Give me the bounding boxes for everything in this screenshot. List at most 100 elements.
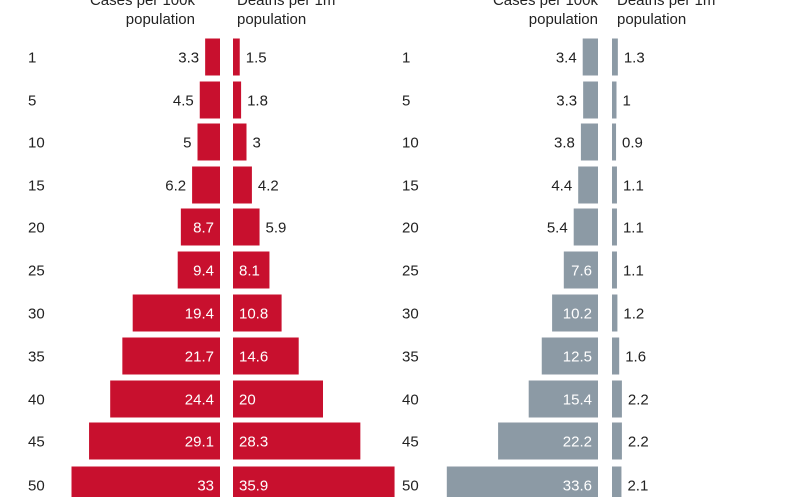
deaths-value-label: 8.1 — [239, 262, 260, 279]
cases-value-label: 3.4 — [556, 49, 577, 66]
cases-bar — [122, 337, 220, 375]
category-label: 40 — [402, 391, 419, 408]
deaths-header-line: Deaths per 1m — [237, 0, 335, 9]
deaths-bar — [233, 380, 323, 418]
deaths-value-label: 5.9 — [266, 219, 287, 236]
deaths-bar — [612, 123, 617, 161]
category-label: 45 — [402, 433, 419, 450]
cases-value-label: 19.4 — [185, 305, 214, 322]
deaths-bar — [233, 294, 282, 332]
cases-value-label: 21.7 — [185, 348, 214, 365]
deaths-bar — [233, 81, 242, 119]
cases-value-label: 33 — [197, 477, 214, 494]
category-label: 30 — [402, 305, 419, 322]
cases-value-label: 6.2 — [165, 177, 186, 194]
category-label: 1 — [402, 49, 410, 66]
category-label: 15 — [402, 177, 419, 194]
deaths-header-line: population — [237, 11, 306, 28]
cases-value-label: 33.6 — [563, 477, 592, 494]
deaths-bar — [612, 466, 622, 502]
cases-value-label: 3.3 — [178, 49, 199, 66]
cases-bar — [205, 38, 220, 76]
deaths-bar — [612, 38, 618, 76]
category-label: 15 — [28, 177, 45, 194]
deaths-value-label: 10.8 — [239, 305, 268, 322]
deaths-value-label: 4.2 — [258, 177, 279, 194]
category-label: 30 — [28, 305, 45, 322]
category-label: 10 — [28, 134, 45, 151]
deaths-bar — [612, 294, 618, 332]
category-label: 5 — [28, 92, 36, 109]
cases-bar — [446, 466, 598, 502]
deaths-bar — [612, 166, 617, 204]
deaths-value-label: 2.2 — [628, 433, 649, 450]
cases-bar — [192, 166, 220, 204]
deaths-value-label: 28.3 — [239, 433, 268, 450]
deaths-value-label: 1.1 — [623, 219, 644, 236]
cases-bar — [180, 208, 220, 246]
deaths-value-label: 3 — [253, 134, 261, 151]
cases-bar — [582, 38, 598, 76]
deaths-header-line: population — [617, 11, 686, 28]
deaths-header-line: Deaths per 1m — [617, 0, 715, 9]
category-label: 25 — [402, 262, 419, 279]
cases-bar — [199, 81, 220, 119]
cases-value-label: 5 — [183, 134, 191, 151]
cases-header-line: Cases per 100k — [90, 0, 196, 9]
cases-bar — [552, 294, 598, 332]
cases-bar — [578, 166, 598, 204]
cases-bar — [528, 380, 598, 418]
cases-bar — [197, 123, 220, 161]
deaths-value-label: 1.6 — [625, 348, 646, 365]
cases-bar — [177, 251, 220, 289]
cases-value-label: 9.4 — [193, 262, 214, 279]
cases-bar — [89, 422, 220, 460]
cases-bar — [71, 466, 220, 502]
category-label: 50 — [28, 477, 45, 494]
deaths-value-label: 1.1 — [623, 262, 644, 279]
cases-bar — [563, 251, 598, 289]
deaths-bar — [233, 251, 270, 289]
deaths-value-label: 2.2 — [628, 391, 649, 408]
deaths-value-label: 14.6 — [239, 348, 268, 365]
cases-header-line: population — [529, 11, 598, 28]
cases-bar — [573, 208, 598, 246]
cases-bar — [583, 81, 598, 119]
deaths-bar — [612, 380, 622, 418]
deaths-value-label: 1 — [623, 92, 631, 109]
deaths-value-label: 20 — [239, 391, 256, 408]
cases-value-label: 5.4 — [547, 219, 568, 236]
cases-value-label: 3.3 — [556, 92, 577, 109]
cases-value-label: 4.5 — [173, 92, 194, 109]
category-label: 35 — [402, 348, 419, 365]
cases-value-label: 24.4 — [185, 391, 214, 408]
deaths-bar — [233, 208, 260, 246]
deaths-value-label: 2.1 — [627, 477, 648, 494]
deaths-value-label: 1.2 — [623, 305, 644, 322]
cases-bar — [541, 337, 598, 375]
category-label: 35 — [28, 348, 45, 365]
deaths-bar — [233, 123, 247, 161]
deaths-bar — [233, 466, 395, 502]
deaths-bar — [233, 38, 240, 76]
cases-value-label: 3.8 — [554, 134, 575, 151]
cases-value-label: 7.6 — [571, 262, 592, 279]
deaths-bar — [612, 337, 620, 375]
cases-header-line: population — [126, 11, 195, 28]
cases-value-label: 15.4 — [563, 391, 592, 408]
deaths-value-label: 1.5 — [246, 49, 267, 66]
deaths-bar — [233, 166, 252, 204]
deaths-value-label: 0.9 — [622, 134, 643, 151]
deaths-bar — [612, 251, 617, 289]
cases-value-label: 29.1 — [185, 433, 214, 450]
deaths-value-label: 1.1 — [623, 177, 644, 194]
cases-value-label: 4.4 — [551, 177, 572, 194]
cases-bar — [110, 380, 220, 418]
cases-value-label: 10.2 — [563, 305, 592, 322]
category-label: 50 — [402, 477, 419, 494]
category-label: 5 — [402, 92, 410, 109]
category-label: 40 — [28, 391, 45, 408]
deaths-value-label: 1.8 — [247, 92, 268, 109]
